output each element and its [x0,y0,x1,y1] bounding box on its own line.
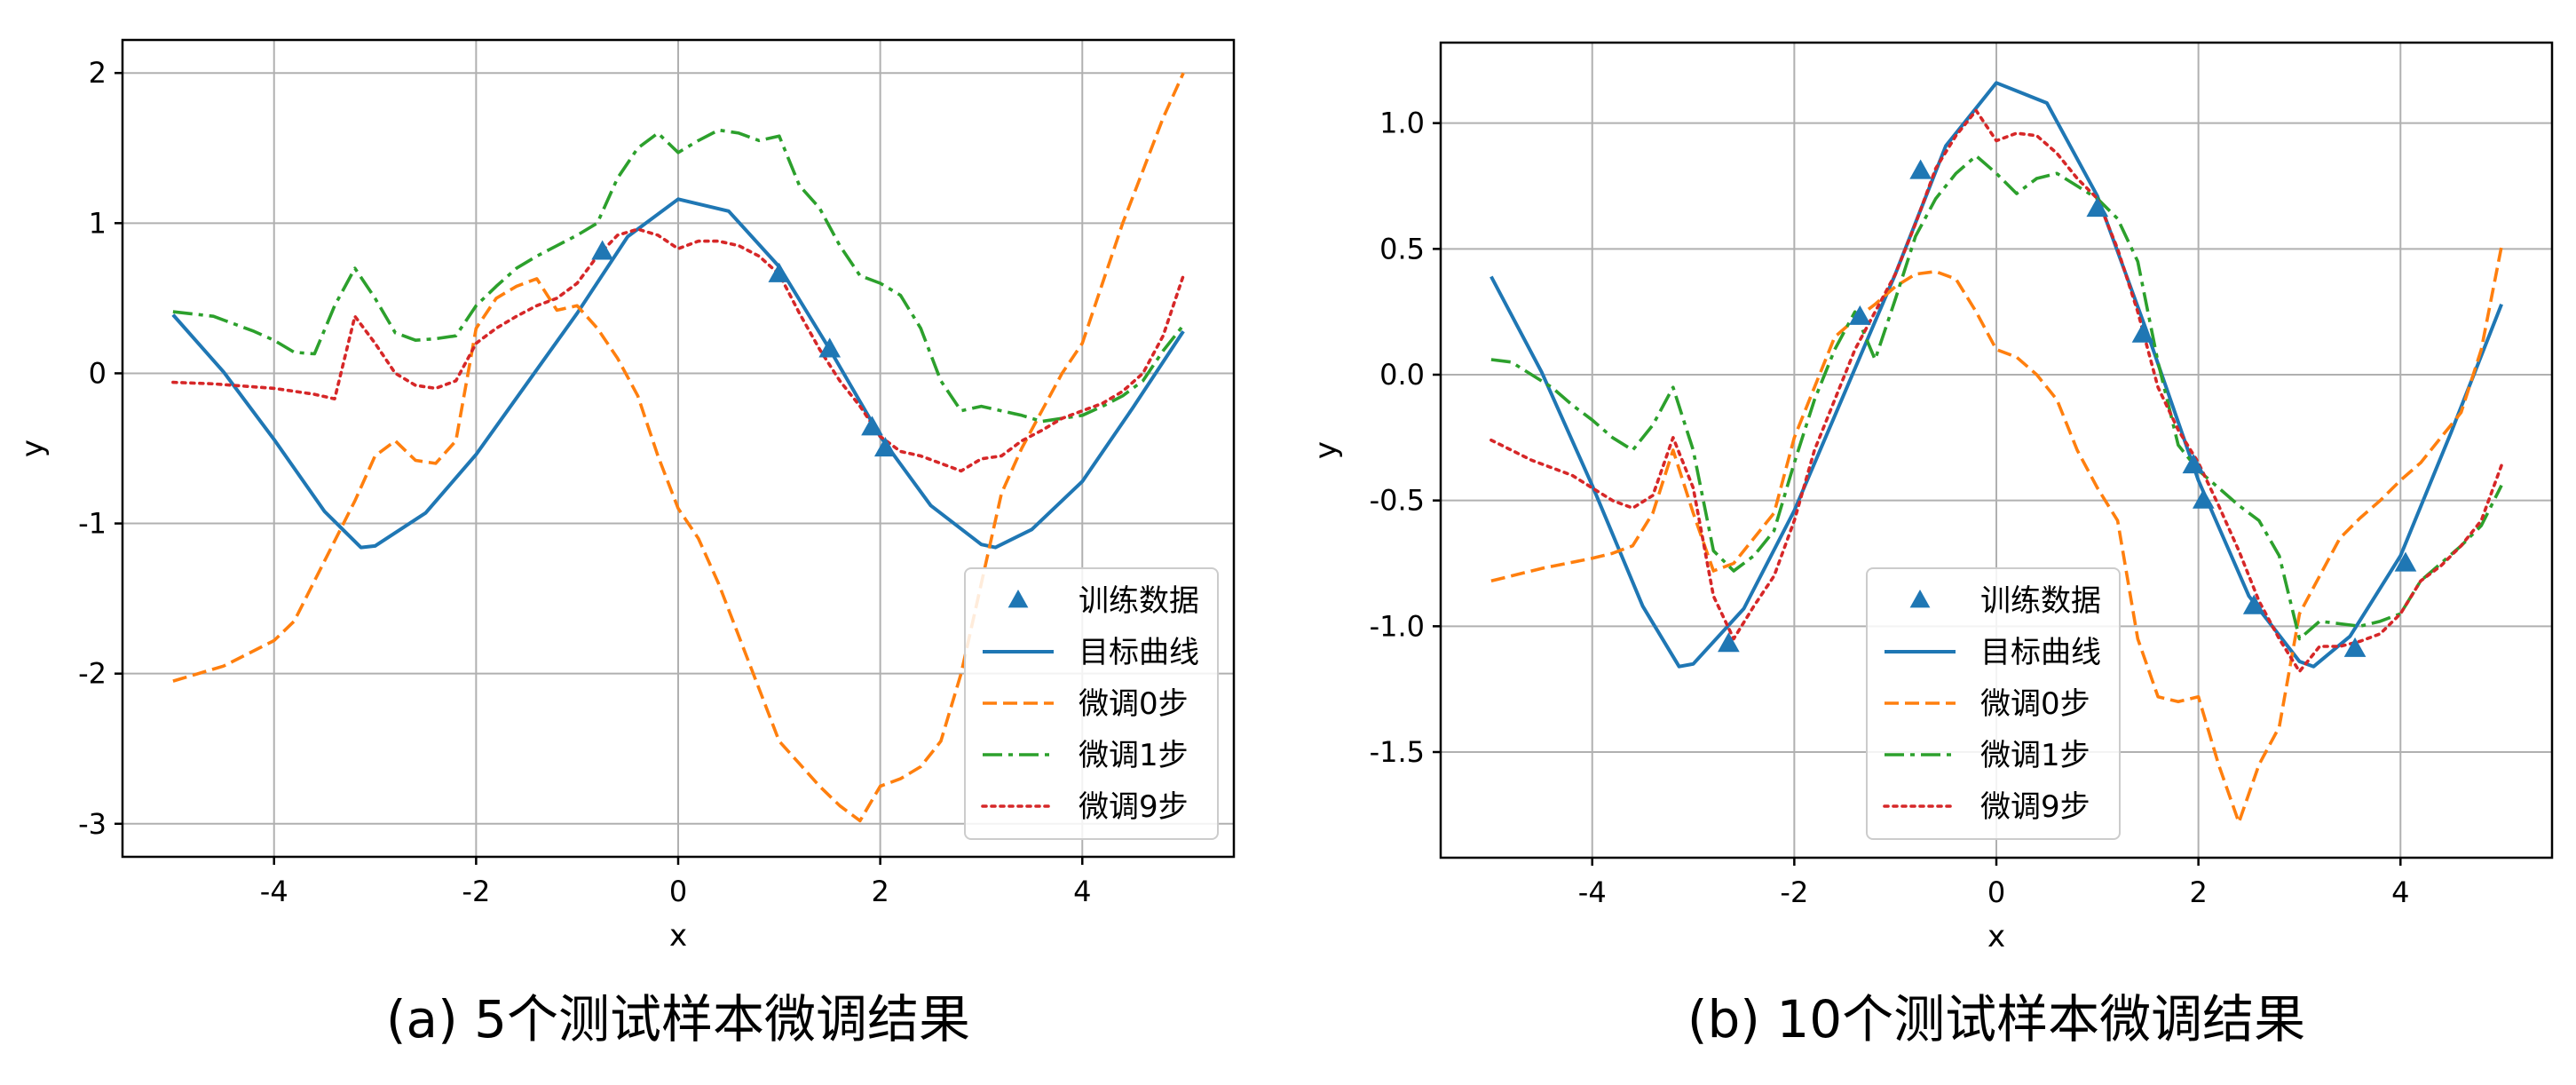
training-data-marker [2394,551,2417,572]
y-tick-label: -1.0 [1370,609,1425,643]
training-data-marker [861,416,883,436]
x-tick-label: 4 [1073,875,1091,908]
legend-label: 微调1步 [1980,738,2090,773]
y-tick-label: 0.5 [1379,232,1425,265]
series-line-dotted [1489,108,2503,674]
training-data-marker [2131,322,2154,343]
grid [1441,43,2552,858]
legend-box [964,567,1219,840]
legend-label: 目标曲线 [1980,635,2101,670]
series-group [171,72,1185,823]
legend-box [1866,567,2121,840]
y-tick-label: -1.5 [1370,735,1425,769]
y-tick-label: 1 [89,206,107,240]
training-data-marker [818,337,842,358]
x-axis-label: x [1987,919,2005,954]
legend-label: 微调9步 [1980,789,2090,825]
series-group [1489,81,2503,825]
x-tick-label: 0 [669,875,687,908]
legend-marker-icon [1007,590,1029,608]
training-data-points [1718,159,2417,657]
y-tick-label: -0.5 [1370,484,1425,518]
x-tick-label: -4 [1578,875,1607,909]
y-axis-label: y [15,440,51,457]
y-tick-label: 0 [89,356,107,390]
x-tick-label: 4 [2391,875,2409,909]
training-data-marker [1848,305,1871,325]
legend-label: 微调1步 [1079,738,1189,773]
legend-label: 训练数据 [1980,583,2101,619]
series-line-dotted [171,227,1185,473]
panel-caption: (a) 5个测试样本微调结果 [386,989,970,1049]
series-line-dashdot [172,128,1185,424]
training-data-marker [1909,159,1932,179]
y-tick-label: 2 [89,56,107,90]
series-line-solid [1489,81,2503,669]
x-tick-label: 2 [871,875,889,908]
x-tick-label: -2 [1780,875,1808,909]
series-line-dashed [172,72,1185,823]
legend-label: 训练数据 [1079,583,1199,619]
x-axis-label: x [669,918,687,954]
y-axis-label: y [1308,441,1344,459]
training-data-marker [2242,594,2265,614]
grid [122,40,1234,857]
y-tick-label: -2 [78,657,107,691]
training-data-points [591,240,897,457]
legend-label: 目标曲线 [1079,635,1199,670]
panel-b: -4 -2 0 2 4 -1.5 -1.0 -0.5 0.0 0.5 1.0 x y 训练数据目标曲线微调… [1308,41,2554,1049]
training-data-marker [2343,637,2367,657]
legend-label: 微调0步 [1980,686,2090,722]
y-tick-label: -3 [78,807,107,841]
training-data-marker [2192,488,2215,509]
x-tick-label: 2 [2189,875,2207,909]
training-data-marker [1718,632,1740,653]
legend-label: 微调9步 [1079,789,1189,825]
panel-caption: (b) 10个测试样本微调结果 [1687,989,2305,1049]
training-data-marker [768,262,791,282]
x-tick-label: -2 [462,875,490,908]
series-line-solid [171,197,1185,550]
training-data-marker [2182,454,2205,474]
series-line-dashed [1490,246,2503,825]
y-tick-label: -1 [78,507,107,541]
x-tick-label: -4 [260,875,288,908]
y-tick-label: 1.0 [1379,107,1425,140]
training-data-marker [2086,197,2109,218]
y-tick-label: 0.0 [1379,358,1425,392]
legend-marker-icon [1909,590,1931,608]
training-data-marker [873,437,897,457]
x-tick-label: 0 [1987,875,2005,909]
training-data-marker [591,240,613,260]
legend-label: 微调0步 [1079,686,1189,722]
